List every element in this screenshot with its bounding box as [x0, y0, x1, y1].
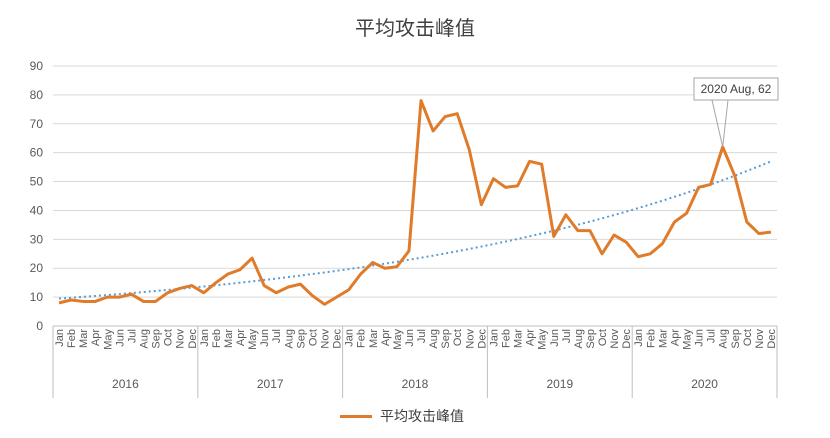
x-tick-label: Feb: [211, 329, 223, 348]
y-tick-label: 40: [30, 203, 44, 217]
annotation-label: 2020 Aug, 62: [701, 82, 772, 96]
x-tick-label: Jan: [633, 329, 645, 347]
x-tick-label: Apr: [525, 329, 537, 346]
legend: 平均攻击峰值: [340, 406, 464, 426]
x-tick-label: Feb: [356, 329, 368, 348]
x-tick-label: Sep: [151, 329, 163, 349]
x-tick-label: Apr: [235, 329, 247, 346]
x-tick-label: Jun: [114, 329, 126, 347]
x-tick-label: Jul: [271, 329, 283, 343]
x-tick-label: Dec: [476, 329, 488, 349]
legend-swatch: [340, 414, 372, 418]
x-tick-label: Mar: [513, 329, 525, 348]
year-label: 2017: [257, 377, 284, 391]
x-tick-label: Jun: [694, 329, 706, 347]
x-tick-label: Sep: [295, 329, 307, 349]
x-tick-label: Mar: [78, 329, 90, 348]
x-tick-label: Aug: [283, 329, 295, 349]
x-tick-label: Aug: [139, 329, 151, 349]
x-tick-label: May: [682, 329, 694, 350]
x-tick-label: Feb: [66, 329, 78, 348]
x-tick-label: Aug: [573, 329, 585, 349]
x-tick-label: Sep: [730, 329, 742, 349]
x-tick-label: Jul: [416, 329, 428, 343]
x-tick-label: Jan: [488, 329, 500, 347]
x-tick-label: Dec: [332, 329, 344, 349]
x-tick-label: Aug: [718, 329, 730, 349]
x-tick-label: Jun: [549, 329, 561, 347]
x-tick-label: Dec: [187, 329, 199, 349]
data-annotation: 2020 Aug, 62: [693, 77, 779, 148]
y-tick-label: 20: [30, 261, 44, 275]
x-tick-label: Apr: [669, 329, 681, 346]
x-tick-label: Oct: [742, 329, 754, 346]
x-tick-label: Oct: [163, 329, 175, 346]
x-tick-label: Jul: [706, 329, 718, 343]
year-label: 2020: [691, 377, 718, 391]
x-tick-label: Oct: [452, 329, 464, 346]
x-tick-label: Mar: [368, 329, 380, 348]
year-label: 2018: [402, 377, 429, 391]
y-tick-label: 70: [30, 117, 44, 131]
y-tick-label: 0: [36, 319, 43, 333]
y-tick-label: 50: [30, 175, 44, 189]
y-axis-ticks: 0 10 20 30 40 50 60 70 80 90: [30, 59, 44, 333]
y-tick-label: 80: [30, 88, 44, 102]
x-tick-label: Apr: [90, 329, 102, 346]
x-tick-label: Nov: [175, 329, 187, 349]
x-tick-label: Dec: [621, 329, 633, 349]
y-tick-label: 90: [30, 59, 44, 73]
legend-label: 平均攻击峰值: [380, 409, 464, 425]
x-tick-label: Jan: [199, 329, 211, 347]
x-tick-label: Jan: [54, 329, 66, 347]
year-label: 2019: [546, 377, 573, 391]
chart-title: 平均攻击峰值: [355, 16, 475, 40]
x-tick-label: Oct: [307, 329, 319, 346]
x-tick-label: Jul: [561, 329, 573, 343]
x-tick-label: Jun: [404, 329, 416, 347]
x-tick-label: Jul: [126, 329, 138, 343]
x-tick-label: May: [102, 329, 114, 350]
x-tick-label: Feb: [645, 329, 657, 348]
x-tick-label: Sep: [440, 329, 452, 349]
annotation-box: [693, 77, 779, 101]
x-tick-label: May: [392, 329, 404, 350]
y-tick-label: 10: [30, 290, 44, 304]
x-tick-label: Dec: [766, 329, 778, 349]
x-tick-label: Nov: [609, 329, 621, 349]
x-tick-label: Jan: [344, 329, 356, 347]
y-tick-label: 60: [30, 146, 44, 160]
annotation-leader: [722, 99, 729, 147]
x-tick-label: May: [247, 329, 259, 350]
x-tick-label: Nov: [320, 329, 332, 349]
x-tick-label: Mar: [223, 329, 235, 348]
x-tick-label: Mar: [657, 329, 669, 348]
x-tick-label: Jun: [259, 329, 271, 347]
x-tick-label: Oct: [597, 329, 609, 346]
x-tick-label: Feb: [501, 329, 513, 348]
year-label: 2016: [112, 377, 139, 391]
gridlines: [53, 65, 777, 327]
y-tick-label: 30: [30, 232, 44, 246]
series-line: [58, 99, 772, 306]
x-axis: Jan Feb Mar Apr May Jun Jul Aug Sep Oct Nov Dec Jan F…: [52, 325, 778, 398]
x-tick-label: May: [537, 329, 549, 350]
x-tick-label: Sep: [585, 329, 597, 349]
x-tick-label: Aug: [428, 329, 440, 349]
x-tick-label: Nov: [464, 329, 476, 349]
x-tick-label: Apr: [380, 329, 392, 346]
x-tick-label: Nov: [754, 329, 766, 349]
annotation-leader: [711, 99, 724, 148]
